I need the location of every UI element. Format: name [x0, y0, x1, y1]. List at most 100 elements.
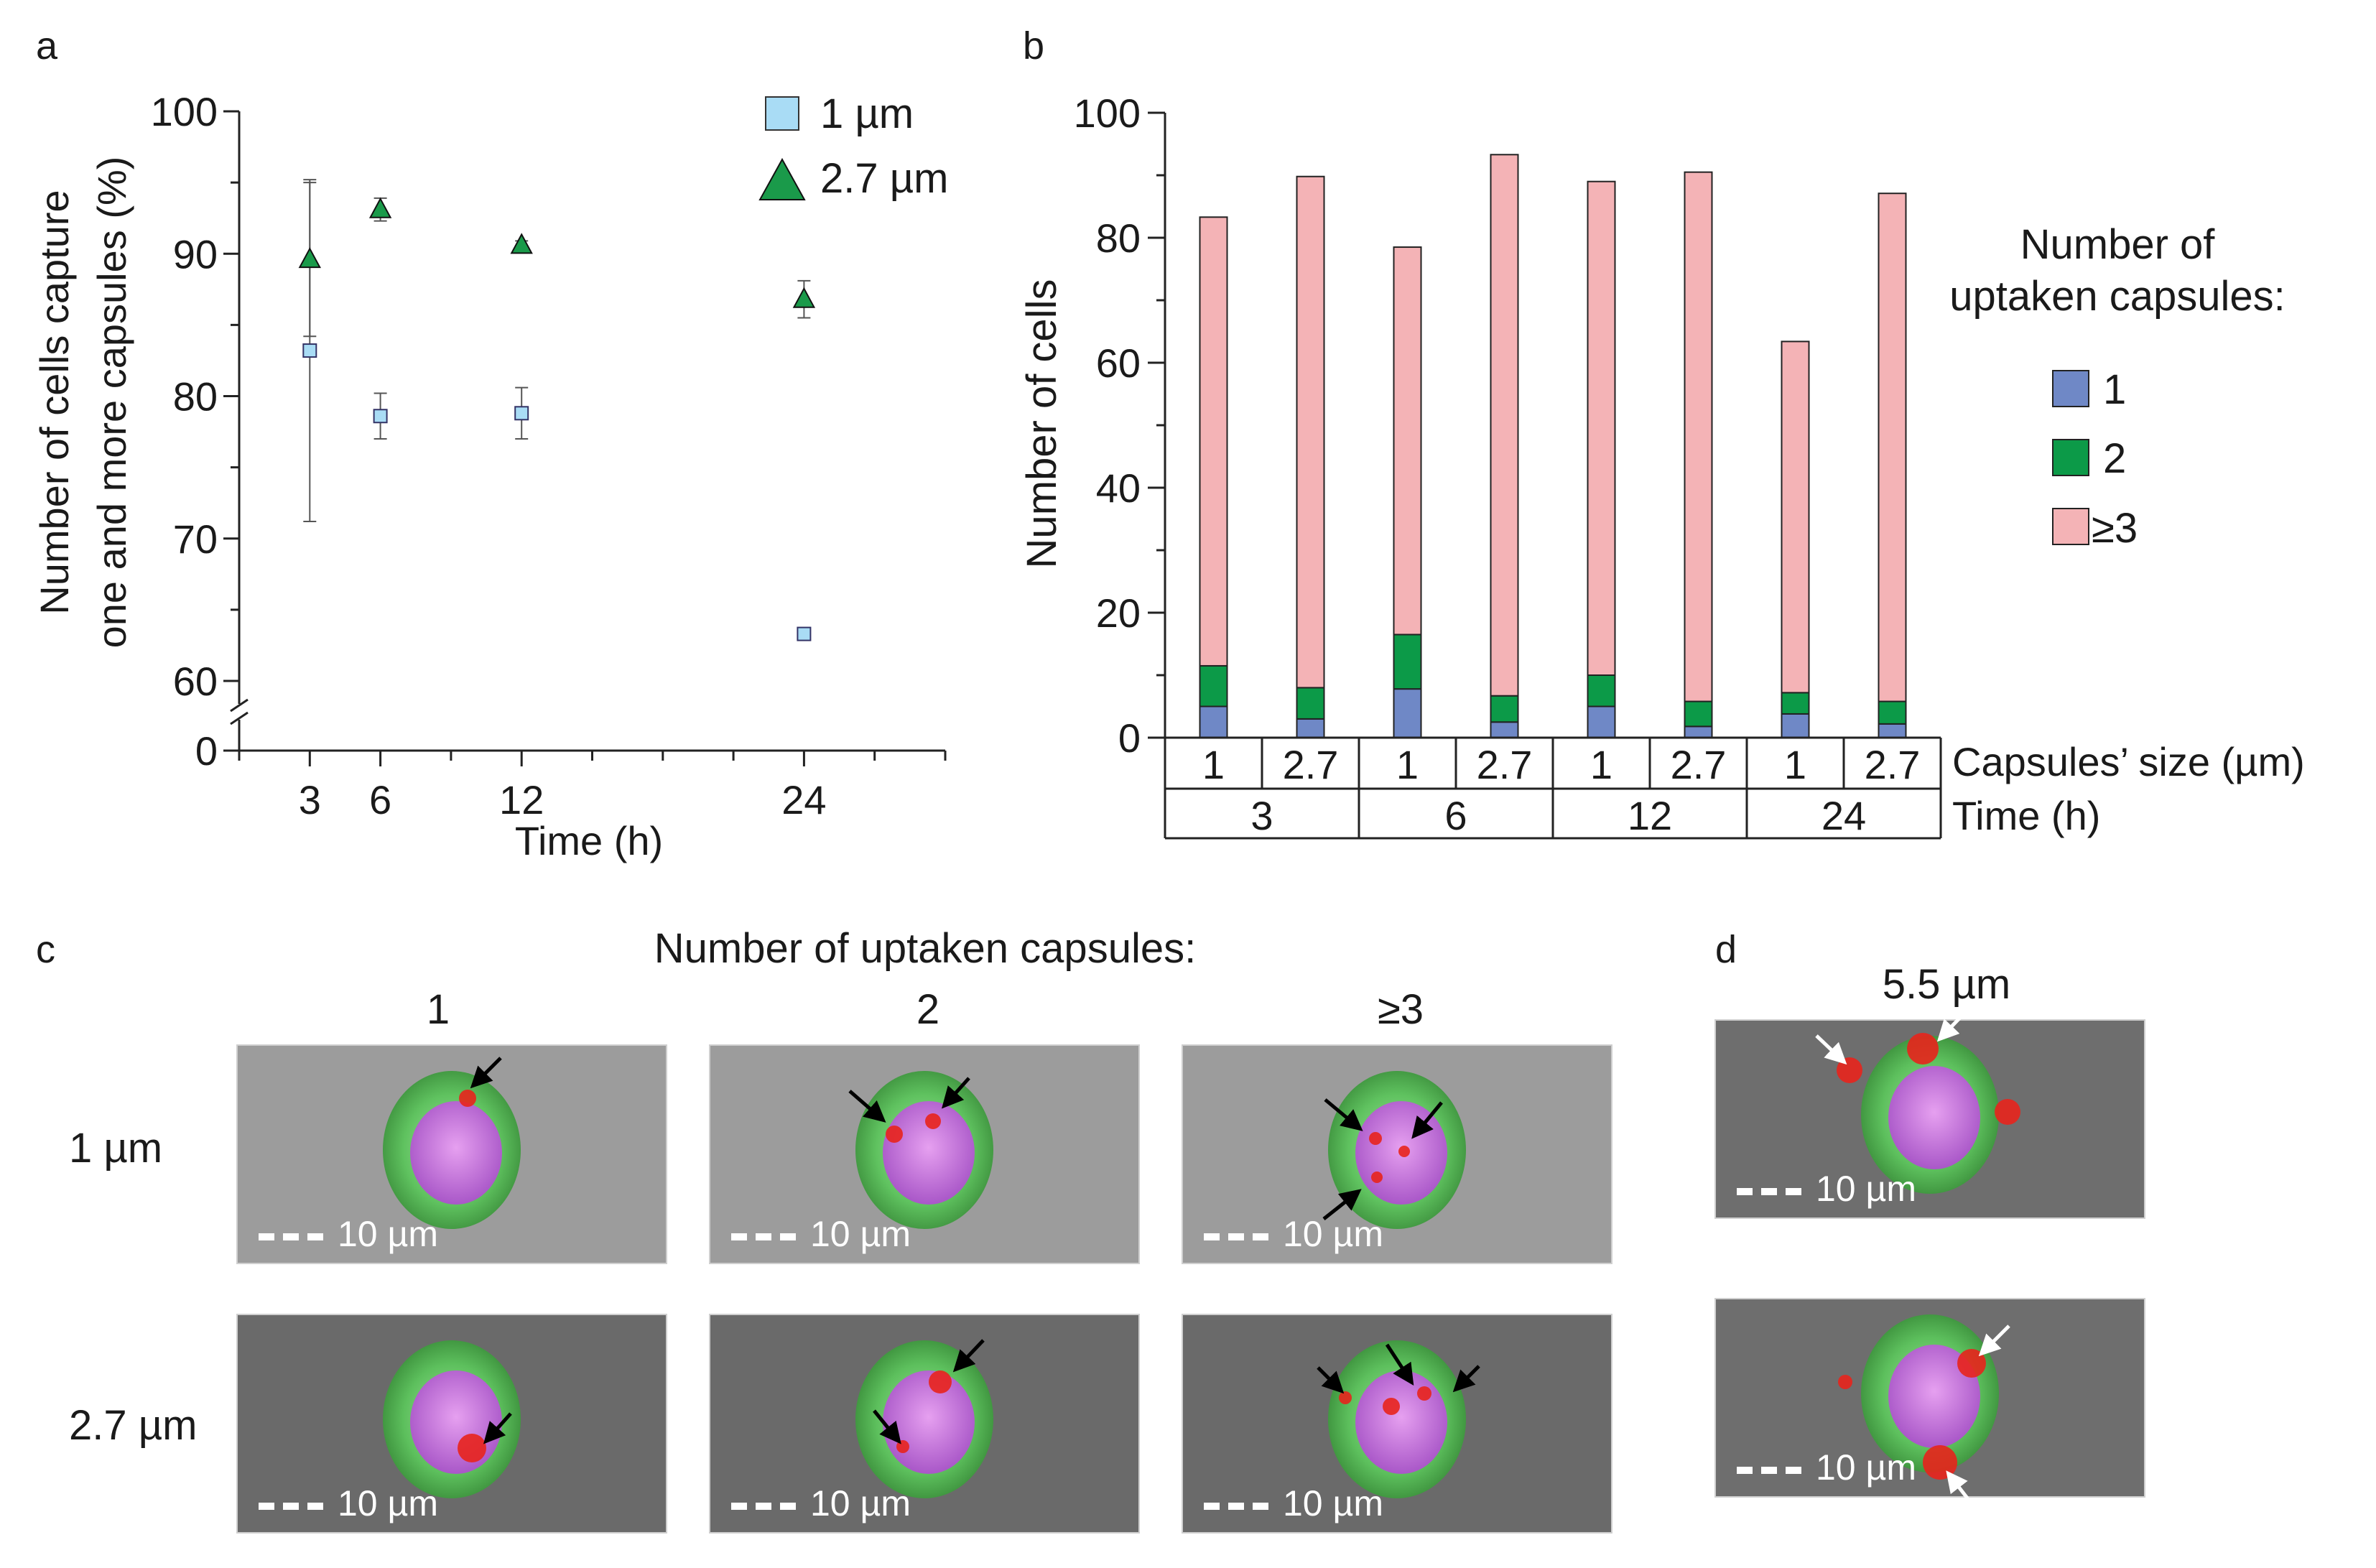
pointer-arrow: [1411, 1101, 1443, 1139]
y-axis-label-line2: one and more capsules (%): [89, 157, 134, 649]
bar-segment-1: [1781, 713, 1810, 739]
bar-segment-1: [1587, 705, 1616, 738]
legend-swatch-1: [2052, 370, 2089, 407]
panel-d-title: 5.5 µm: [1883, 961, 2010, 1008]
bar-segment-2: [1781, 692, 1810, 715]
data-point-1um: [797, 626, 812, 641]
bar-segment-1: [1393, 688, 1422, 739]
time-label: 3: [1250, 793, 1273, 838]
size-label: 2.7: [1865, 742, 1921, 787]
bar-segment-1: [1490, 721, 1519, 738]
column-label-1: 1: [427, 986, 450, 1033]
cell-nucleus: [1888, 1345, 1980, 1448]
capsule: [886, 1126, 903, 1143]
bar-segment-3: [1587, 180, 1616, 676]
y-tick-label: 70: [173, 516, 218, 562]
capsule: [1923, 1445, 1957, 1480]
pointer-arrow: [873, 1409, 901, 1444]
micrograph-tile: [236, 1314, 667, 1534]
scale-bar-label: 10 µm: [1816, 1447, 1916, 1488]
micrograph-tile: [236, 1044, 667, 1264]
pointer-arrow: [1946, 1470, 1974, 1507]
capsule: [1371, 1172, 1383, 1183]
scale-bar-dash: [283, 1503, 299, 1510]
y-tick-label: 20: [1096, 590, 1141, 636]
scale-bar-dash: [1204, 1503, 1220, 1510]
scale-bar-dash: [731, 1503, 747, 1510]
y-tick-label: 60: [173, 659, 218, 704]
y-axis-label: Number of cells: [1018, 279, 1065, 569]
data-point-1um: [373, 409, 388, 424]
micrograph-tile: [1714, 1006, 2145, 1219]
column-label-2: 2: [916, 986, 939, 1033]
micrograph-tile: [709, 1044, 1140, 1264]
cell-nucleus: [883, 1370, 975, 1474]
pointer-arrow: [1322, 1189, 1362, 1220]
bar-segment-2: [1684, 700, 1713, 728]
bar-segment-2: [1587, 674, 1616, 708]
capsule: [1907, 1033, 1939, 1064]
capsule: [1995, 1099, 2020, 1125]
y-tick-label: 100: [151, 89, 218, 134]
legend-label-3: ≥3: [2092, 505, 2138, 552]
y-tick-label: 60: [1096, 340, 1141, 386]
size-label: 1: [1784, 742, 1806, 787]
row-label-2-7um: 2.7 µm: [69, 1402, 197, 1449]
capsule: [929, 1370, 952, 1393]
scale-bar-dash: [1228, 1233, 1244, 1240]
pointer-arrow: [470, 1057, 502, 1089]
capsule: [458, 1434, 486, 1462]
pointer-arrow: [1324, 1098, 1363, 1131]
pointer-arrow: [848, 1090, 886, 1123]
scale-bar-dash: [1761, 1467, 1777, 1474]
time-label: 6: [1444, 793, 1467, 838]
micrograph-grid: 10 µm 10 µm 10 µm 10 µm 10 µm 10 µm: [236, 1044, 1612, 1534]
capsule: [896, 1440, 909, 1453]
size-label: 2.7: [1671, 742, 1727, 787]
data-point-2-7um: [510, 233, 533, 254]
capsule: [1383, 1398, 1400, 1415]
x-tick-label: 24: [781, 777, 826, 822]
scale-bar-label: 10 µm: [810, 1214, 911, 1254]
scale-bar-dash: [756, 1233, 771, 1240]
y-tick-label: 90: [173, 231, 218, 277]
capsule: [1838, 1375, 1852, 1389]
capsule: [1339, 1391, 1352, 1404]
scale-bar-label: 10 µm: [1283, 1483, 1383, 1523]
x-axis: 3 6 12 24: [238, 749, 947, 822]
scale-bar-dash: [283, 1233, 299, 1240]
bar-segment-3: [1684, 171, 1713, 702]
cell-nucleus: [1355, 1370, 1447, 1474]
y-tick-label: 0: [1118, 715, 1141, 761]
bar-segment-1: [1878, 723, 1907, 738]
bar-segment-3: [1878, 192, 1907, 702]
cell-nucleus: [410, 1370, 502, 1474]
micrograph-tile: [1714, 1298, 2145, 1507]
pointer-arrow: [1452, 1365, 1480, 1393]
y-tick-label: 80: [1096, 215, 1141, 261]
size-row-label: Capsules’ size (µm): [1952, 739, 2305, 784]
legend-marker-1um: [765, 96, 799, 131]
scale-bar-dash: [307, 1503, 323, 1510]
pointer-arrow: [1978, 1325, 2010, 1357]
y-tick-label: 40: [1096, 465, 1141, 511]
scale-bar-dash: [1737, 1188, 1753, 1195]
pointer-arrow: [1385, 1343, 1414, 1386]
x-axis-label: Time (h): [515, 818, 663, 863]
legend-title-line2: uptaken capsules:: [1949, 273, 2285, 320]
bar-segment-3: [1781, 340, 1810, 694]
cell-nucleus: [1888, 1066, 1980, 1169]
pointer-arrow: [1317, 1366, 1345, 1394]
pointer-arrow: [1936, 1006, 1972, 1042]
scale-bar-dash: [780, 1233, 796, 1240]
y-axis: 60 70 80 90 100 0: [151, 89, 249, 774]
micrograph-tile: [1182, 1044, 1612, 1264]
legend-title-line1: Number of: [2020, 221, 2216, 268]
category-table: 1 2.7 1 2.7 1 2.7 1 2.73 6 12 24: [1164, 736, 1942, 840]
legend-marker-2-7um: [758, 157, 806, 200]
panel-label-b: b: [1023, 24, 1044, 68]
legend: 1 µm 2.7 µm: [758, 91, 948, 202]
bar-segment-1: [1684, 725, 1713, 739]
bar-segment-2: [1878, 700, 1907, 725]
